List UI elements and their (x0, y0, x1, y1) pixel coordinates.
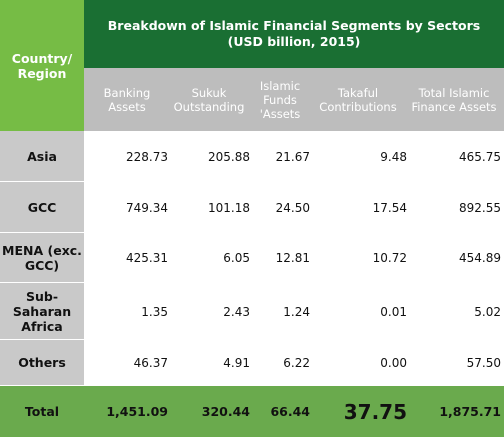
table-cell: 0.01 (380, 304, 407, 319)
total-cell-takaful: 37.75 (343, 399, 407, 424)
table-cell: 0.00 (380, 356, 407, 370)
table-cell: 17.54 (372, 200, 407, 215)
table-cell: 24.50 (275, 200, 310, 215)
col-header-islamic-funds-assets: Islamic Funds 'Assets (259, 78, 301, 121)
table-cell: 21.67 (275, 149, 310, 164)
table-cell: 892.55 (459, 200, 501, 215)
row-label-asia: Asia (0, 131, 84, 182)
table-cell: 1.24 (283, 304, 310, 319)
column-header-band (84, 68, 504, 131)
table-cell: 228.73 (126, 149, 168, 164)
total-cell-banking: 1,451.09 (106, 404, 168, 419)
table-cell: 425.31 (126, 251, 168, 265)
col-header-total-assets: Total Islamic Finance Assets (411, 85, 497, 114)
table-cell: 10.72 (372, 251, 407, 265)
total-row (0, 386, 504, 437)
row-label-sub-saharan-africa: Sub-Saharan Africa (0, 283, 84, 340)
table-cell: 12.81 (275, 251, 310, 265)
col-header-takaful-contributions: Takaful Contributions (319, 85, 397, 114)
table-cell: 9.48 (380, 149, 407, 164)
table-cell: 46.37 (133, 356, 168, 370)
table-cell: 4.91 (223, 356, 250, 370)
total-cell-total-assets: 1,875.71 (439, 404, 501, 419)
table-cell: 1.35 (141, 304, 168, 319)
table-cell: 465.75 (459, 149, 501, 164)
row-label-mena: MENA (exc. GCC) (0, 233, 84, 283)
row-label-gcc: GCC (0, 182, 84, 233)
table-cell: 205.88 (208, 149, 250, 164)
table-title: Breakdown of Islamic Financial Segments … (84, 0, 504, 68)
table-cell: 101.18 (208, 200, 250, 215)
table-cell: 57.50 (466, 356, 501, 370)
table-cell: 454.89 (459, 251, 501, 265)
table-cell: 2.43 (223, 304, 250, 319)
total-cell-funds: 66.44 (270, 404, 310, 419)
row-label-others: Others (0, 340, 84, 386)
total-cell-sukuk: 320.44 (201, 404, 250, 419)
table-cell: 5.02 (474, 304, 501, 319)
table-cell: 6.05 (223, 251, 250, 265)
col-header-sukuk-outstanding: Sukuk Outstanding (173, 85, 245, 114)
col-header-banking-assets: Banking Assets (103, 85, 151, 114)
country-region-header: Country/ Region (0, 0, 84, 131)
table-cell: 6.22 (283, 356, 310, 370)
table-cell: 749.34 (126, 200, 168, 215)
total-label: Total (24, 404, 60, 419)
